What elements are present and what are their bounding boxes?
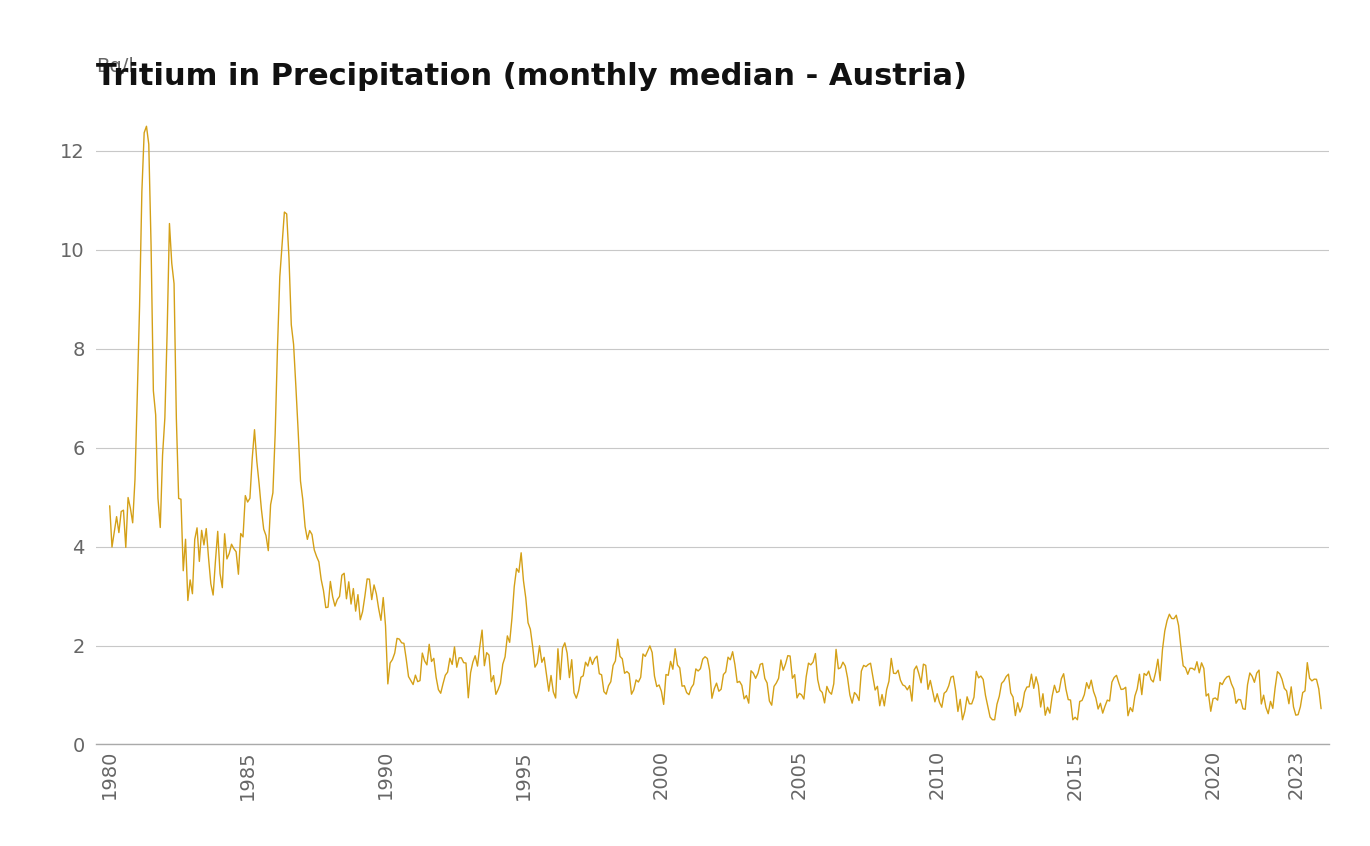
Text: Tritium in Precipitation (monthly median - Austria): Tritium in Precipitation (monthly median…	[96, 62, 967, 91]
Text: Bq/l: Bq/l	[96, 57, 134, 76]
